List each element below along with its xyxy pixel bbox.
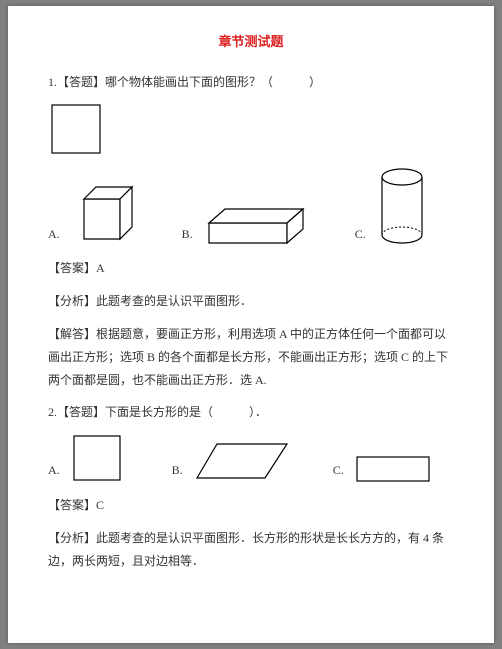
q2-label-c: C. [333,459,344,482]
parallelogram-icon [193,438,293,484]
q1-options-row: A. B. C. [48,167,454,247]
q2-options-row: A. B. C. [48,432,454,484]
q1-prompt: 1.【答题】哪个物体能画出下面的图形？（ ） [48,71,454,94]
rectangle-icon [354,454,432,484]
q1-answer: 【答案】A [48,257,454,280]
square-icon [48,101,104,157]
page-title: 章节测试题 [48,30,454,55]
square2-icon [70,432,126,484]
q1-label-c: C. [355,223,366,246]
q2-analysis: 【分析】此题考查的是认识平面图形．长方形的形状是长长方方的，有 4 条边，两长两… [48,527,454,573]
q1-label-a: A. [48,223,60,246]
q2-answer: 【答案】C [48,494,454,517]
q1-label-b: B. [182,223,193,246]
cuboid-icon [203,205,313,247]
cube-icon [70,181,140,247]
page: 章节测试题 1.【答题】哪个物体能画出下面的图形？（ ） A. B. C. [8,6,494,643]
q1-reference-figure [48,101,454,157]
q2-label-b: B. [172,459,183,482]
q1-analysis: 【分析】此题考查的是认识平面图形． [48,290,454,313]
q1-explain: 【解答】根据题意，要画正方形，利用选项 A 中的正方体任何一个面都可以画出正方形… [48,323,454,391]
q2-prompt: 2.【答题】下面是长方形的是（ ）． [48,401,454,424]
cylinder-icon [376,167,428,247]
q2-label-a: A. [48,459,60,482]
